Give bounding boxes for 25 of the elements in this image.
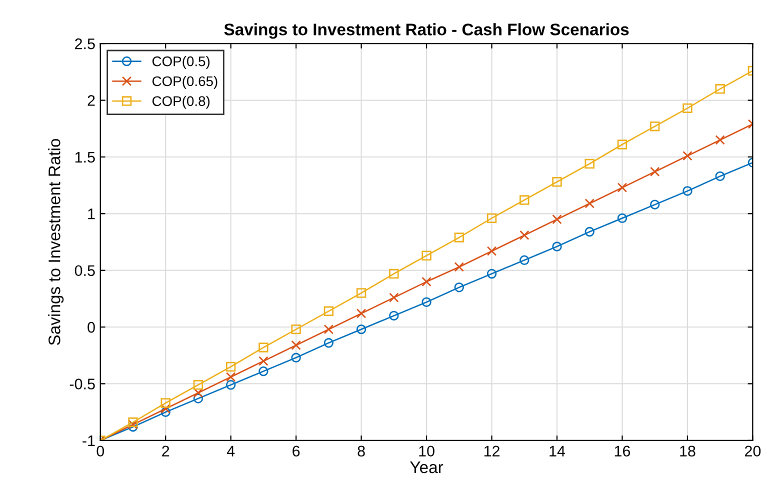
legend-label: COP(0.5)	[152, 56, 210, 69]
y-tick-label: 0.5	[74, 265, 95, 276]
y-tick-label: -1	[82, 435, 95, 446]
x-tick-label: 10	[419, 446, 434, 457]
x-tick-label: 14	[550, 446, 566, 456]
legend-label: COP(0.8)	[152, 96, 210, 109]
x-tick-label: 2	[162, 446, 170, 456]
x-tick-label: 8	[358, 446, 365, 457]
x-tick-label: 16	[614, 446, 630, 457]
chart-title: Savings to Investment Ratio - Cash Flow Scenarios	[224, 23, 629, 39]
legend-label: COP(0.65)	[152, 76, 218, 89]
y-tick-label: -0.5	[70, 378, 95, 390]
x-axis-title: Year	[410, 462, 444, 474]
y-tick-label: 1.5	[75, 152, 95, 163]
y-tick-label: 0	[88, 322, 95, 333]
y-tick-label: 1	[88, 208, 95, 220]
y-tick-label: 2	[88, 95, 95, 106]
x-tick-label: 0	[96, 446, 104, 457]
x-tick-label: 18	[680, 446, 696, 457]
y-tick-label: 2.5	[75, 38, 95, 50]
x-tick-label: 4	[226, 446, 235, 456]
x-tick-label: 12	[484, 446, 500, 456]
y-axis-title: Savings to Investment Ratio	[48, 138, 64, 345]
x-tick-label: 20	[744, 446, 761, 457]
x-tick-label: 6	[292, 446, 300, 457]
